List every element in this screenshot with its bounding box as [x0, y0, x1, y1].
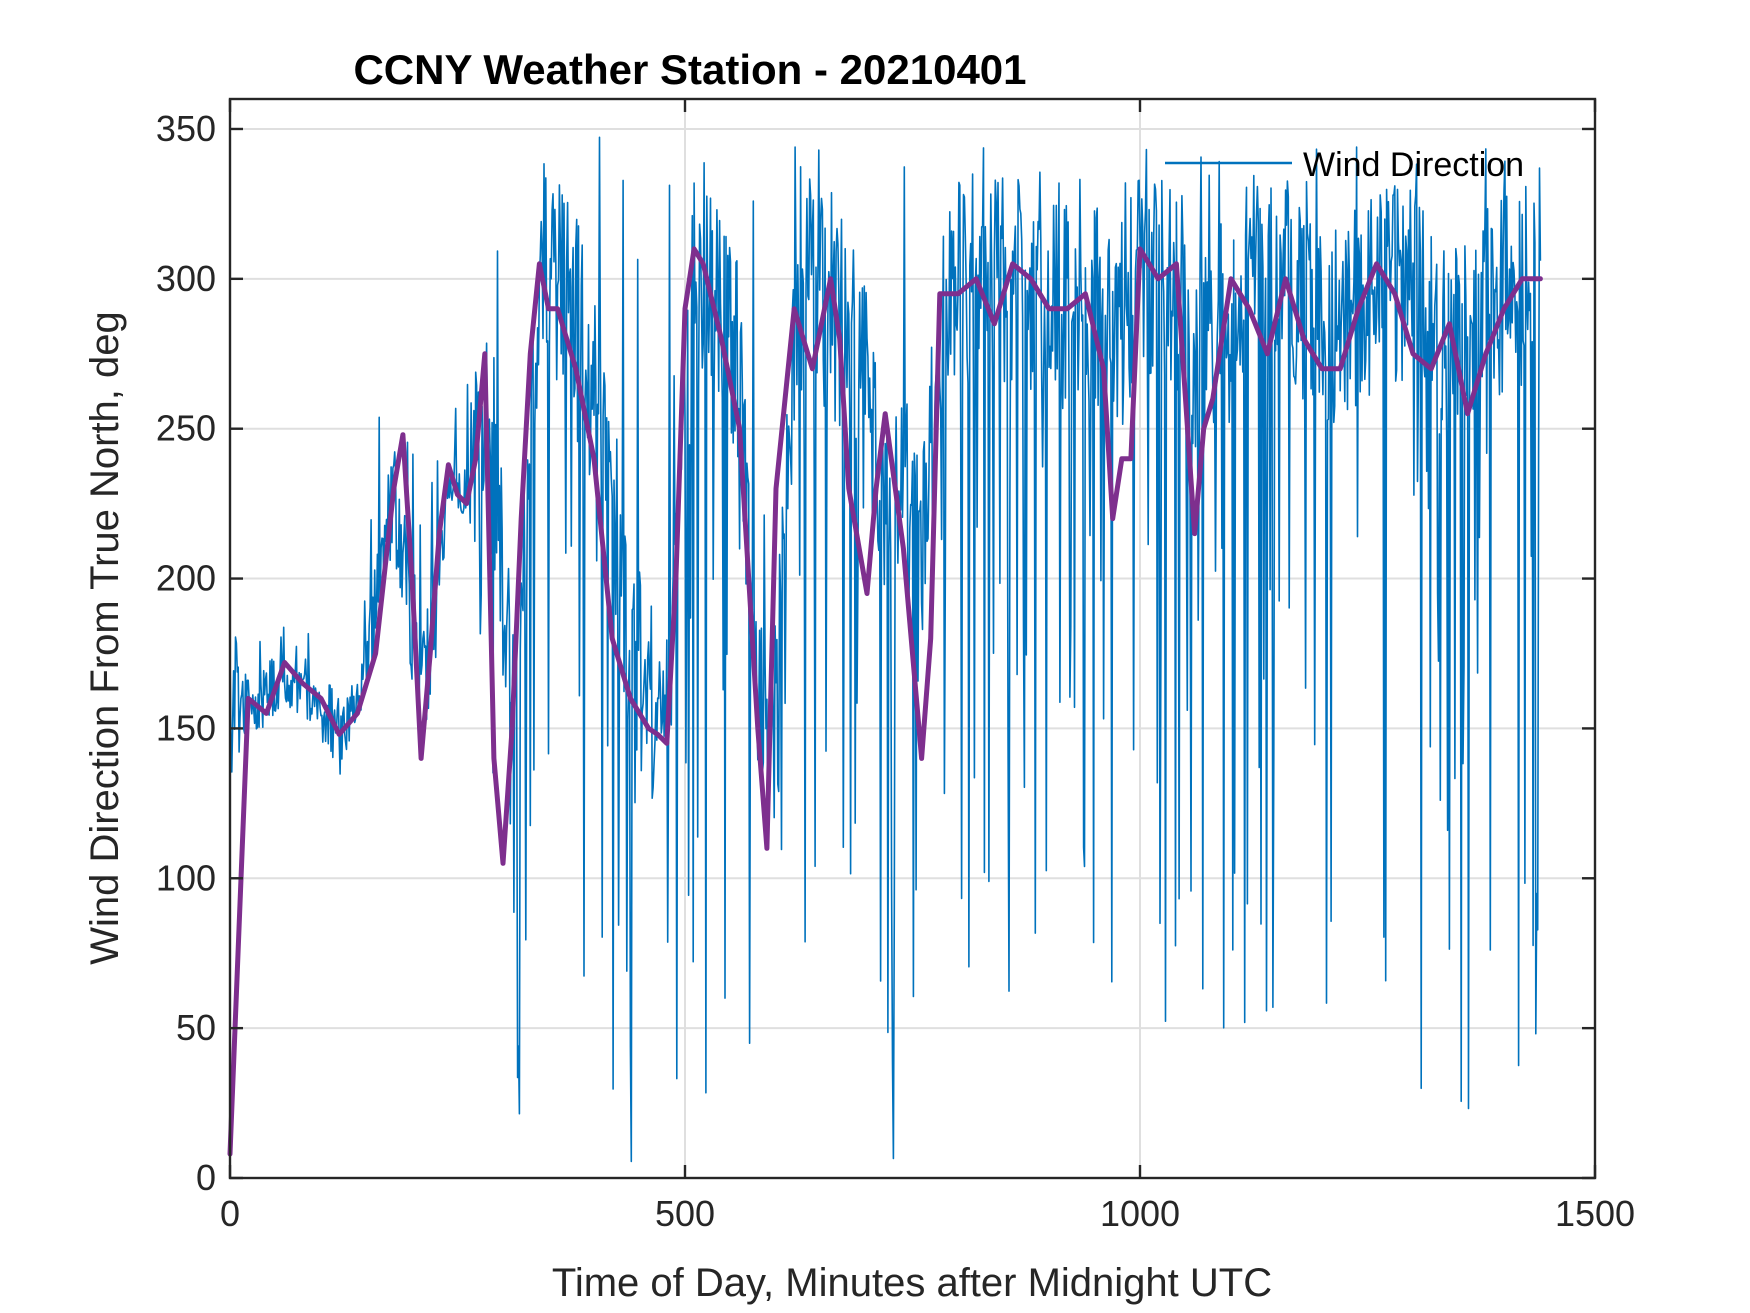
y-tick-label: 50 [176, 1007, 216, 1048]
x-tick-label: 0 [220, 1193, 240, 1234]
x-tick-label: 1000 [1100, 1193, 1180, 1234]
y-axis-label: Wind Direction From True North, deg [83, 311, 127, 965]
y-tick-label: 250 [156, 408, 216, 449]
y-tick-label: 350 [156, 108, 216, 149]
y-tick-label: 0 [196, 1157, 216, 1198]
legend: Wind Direction [1165, 146, 1524, 184]
smoothed-wind-direction-line [227, 246, 1543, 1157]
x-tick-label: 1500 [1555, 1193, 1635, 1234]
series-smoothed-wind-direction [227, 246, 1543, 1157]
y-tick-label: 200 [156, 558, 216, 599]
x-tick-label: 500 [655, 1193, 715, 1234]
y-tick-label: 150 [156, 707, 216, 748]
y-tick-label: 300 [156, 258, 216, 299]
chart-title: CCNY Weather Station - 20210401 [353, 46, 1026, 93]
plot-box [228, 97, 1597, 1180]
x-axis-label: Time of Day, Minutes after Midnight UTC [552, 1261, 1272, 1305]
y-tick-label: 100 [156, 857, 216, 898]
legend-label-wind-direction: Wind Direction [1303, 146, 1524, 184]
axes: 0 50 100 150 200 250 300 350 0 500 1000 1500 [156, 99, 1635, 1234]
